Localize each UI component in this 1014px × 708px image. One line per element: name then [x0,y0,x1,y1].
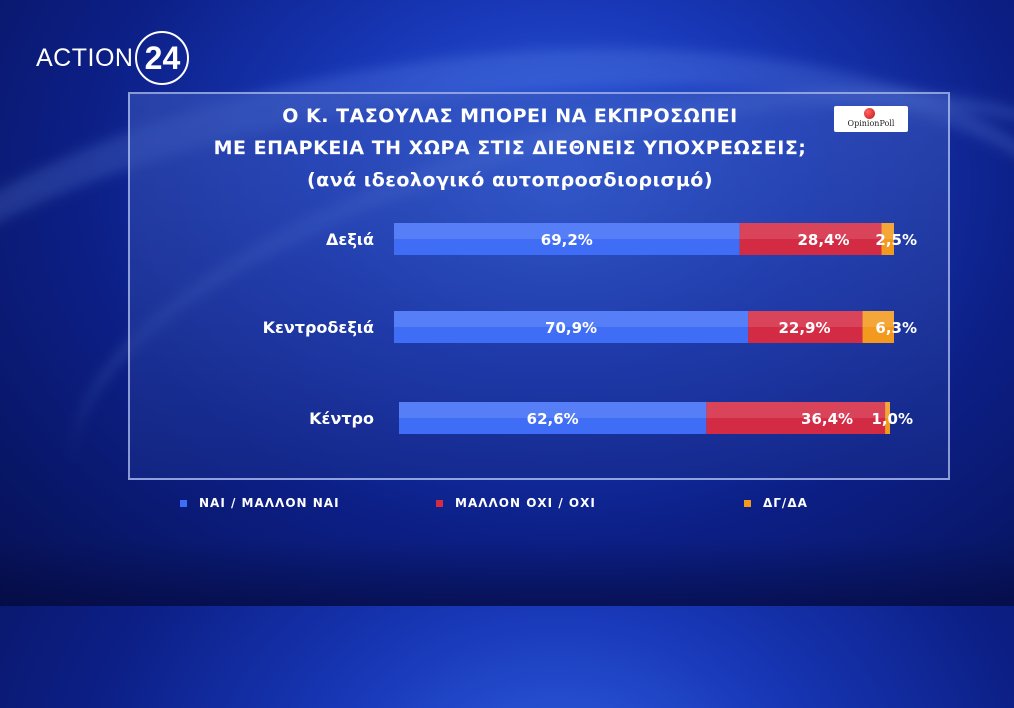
data-label-no: 36,4% [801,410,853,428]
floor-reflection-shade [0,540,1014,606]
data-label-yes: 62,6% [527,410,579,428]
bar-segment-yes [399,402,707,434]
legend-swatch-yes [180,499,187,507]
title-line-1: Ο Κ. ΤΑΣΟΥΛΑΣ ΜΠΟΡΕΙ ΝΑ ΕΚΠΡΟΣΩΠΕΙ [282,105,738,127]
title-line-2: ΜΕ ΕΠΑΡΚΕΙΑ ΤΗ ΧΩΡΑ ΣΤΙΣ ΔΙΕΘΝΕΙΣ ΥΠΟΧΡΕ… [213,137,807,159]
legend-item-yes: ΝΑΙ / ΜΑΛΛΟΝ ΝΑΙ [180,496,340,510]
logo-number: 24 [135,31,190,85]
data-label-yes: 69,2% [541,231,593,249]
bar-highlight [862,311,894,327]
bar-highlight [394,311,749,327]
bar-segment-dk [862,311,894,343]
data-label-dk: 1,0% [871,410,913,428]
chart-title: Ο Κ. ΤΑΣΟΥΛΑΣ ΜΠΟΡΕΙ ΝΑ ΕΚΠΡΟΣΩΠΕΙ ΜΕ ΕΠ… [130,100,890,196]
pollster-logo: OpinionPoll [834,106,908,132]
bar-highlight [748,311,863,327]
legend-label-dk: ΔΓ/ΔΑ [763,496,808,510]
bar-segment-dk [881,223,894,255]
data-label-no: 22,9% [778,319,830,337]
category-label: Δεξιά [326,230,374,249]
bar-highlight [881,223,894,239]
bar-segment-yes [394,311,749,343]
bar-highlight [399,402,707,418]
legend-label-no: ΜΑΛΛΟΝ ΟΧΙ / ΟΧΙ [455,496,596,510]
data-label-dk: 2,5% [875,231,917,249]
legend-label-yes: ΝΑΙ / ΜΑΛΛΟΝ ΝΑΙ [199,496,340,510]
bar-segment-yes [394,223,740,255]
data-label-dk: 6,3% [875,319,917,337]
logo-text: ACTION [36,43,134,72]
bar-highlight [394,223,740,239]
bar-segment-dk [885,402,890,434]
legend-item-no: ΜΑΛΛΟΝ ΟΧΙ / ΟΧΙ [436,496,596,510]
bar-highlight [706,402,886,418]
legend-swatch-dk [744,499,751,507]
bar-segment-no [706,402,886,434]
pollster-dot-icon [864,108,875,119]
category-label: Κεντροδεξιά [263,318,374,337]
category-label: Κέντρο [309,409,374,428]
pollster-name: OpinionPoll [847,119,895,128]
data-label-yes: 70,9% [545,319,597,337]
bar-highlight [739,223,882,239]
title-line-3: (ανά ιδεολογικό αυτοπροσδιορισμό) [306,169,714,191]
data-label-no: 28,4% [797,231,849,249]
bar-highlight [885,402,890,418]
bar-segment-no [748,311,863,343]
channel-logo: ACTION 24 [36,30,190,86]
stacked-bar-chart: Δεξιά 69,2% 28,4% 2,5% Κεντροδεξιά 70,9% 22,9%… [263,223,917,434]
bar-segment-no [739,223,882,255]
legend-item-dk: ΔΓ/ΔΑ [744,496,808,510]
legend-swatch-no [436,499,443,507]
